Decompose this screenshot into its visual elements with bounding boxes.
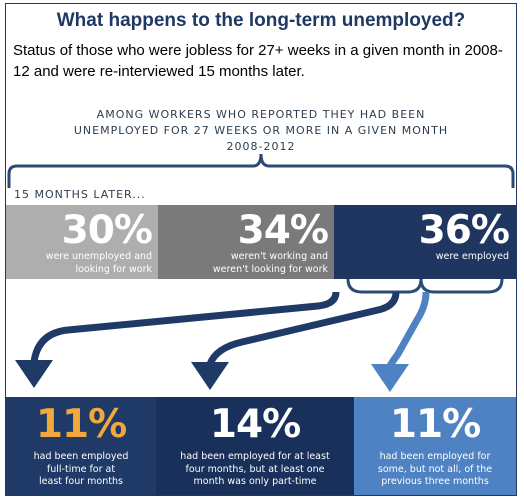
intro-line: AMONG WORKERS WHO REPORTED THEY HAD BEEN <box>96 108 426 121</box>
top-bracket <box>7 153 515 188</box>
infographic-frame: What happens to the long-term unemployed… <box>5 3 517 496</box>
arrow-head-part-time <box>191 362 229 390</box>
arrow-to-part-time <box>206 291 400 366</box>
description-line: four months, but at least one <box>185 463 325 475</box>
description-line: had been employed for <box>379 451 491 462</box>
arrow-head-full-time <box>15 360 53 388</box>
fifteen-months-later-label: 15 MONTHS LATER... <box>14 188 146 201</box>
outcome-description: were employed <box>334 251 509 264</box>
breakdown-percent: 11% <box>35 402 127 447</box>
breakdown-description: had been employed full-time for at least… <box>6 451 156 489</box>
intro-line: 2008-2012 <box>226 140 296 153</box>
description-line: weren't working and <box>230 251 328 262</box>
employed-part-time-box: 14% had been employed for at least four … <box>156 397 354 495</box>
employed-bracket <box>346 278 504 294</box>
page-subtitle: Status of those who were jobless for 27+… <box>13 42 503 80</box>
description-line: looking for work <box>75 263 152 275</box>
outcome-employed: 36% were employed <box>334 205 516 279</box>
breakdown-percent: 14% <box>209 402 301 447</box>
intro-text: AMONG WORKERS WHO REPORTED THEY HAD BEEN… <box>6 107 516 155</box>
description-line: weren't looking for work <box>212 263 328 275</box>
outcome-unemployed-looking: 30% were unemployed and looking for work <box>6 205 158 279</box>
intro-line: UNEMPLOYED FOR 27 WEEKS OR MORE IN A GIV… <box>73 124 449 137</box>
outcome-percent: 36% <box>418 208 510 253</box>
description-line: month was only part-time <box>193 476 317 487</box>
description-line: had been employed for at least <box>180 451 330 462</box>
description-line: least four months <box>39 476 123 487</box>
arrow-to-full-time <box>30 291 340 363</box>
outcome-description: were unemployed and looking for work <box>6 251 152 276</box>
outcome-not-working-not-looking: 34% weren't working and weren't looking … <box>158 205 334 279</box>
outcome-percent: 30% <box>61 208 153 253</box>
breakdown-description: had been employed for at least four mont… <box>156 451 354 489</box>
breakdown-percent: 11% <box>389 402 481 447</box>
description-line: were unemployed and <box>45 251 152 262</box>
employed-full-time-box: 11% had been employed full-time for at l… <box>6 397 156 495</box>
connector-graphics <box>7 153 515 392</box>
outcome-description: weren't working and weren't looking for … <box>158 251 328 276</box>
page-title: What happens to the long-term unemployed… <box>56 10 466 31</box>
description-line: had been employed <box>33 451 129 462</box>
outcome-percent: 34% <box>237 208 329 253</box>
infographic: AMONG WORKERS WHO REPORTED THEY HAD BEEN… <box>6 92 516 495</box>
description-line: were employed <box>435 251 509 262</box>
arrow-to-partial-months <box>386 291 430 368</box>
employed-partial-months-box: 11% had been employed for some, but not … <box>354 397 516 495</box>
breakdown-description: had been employed for some, but not all,… <box>354 451 516 489</box>
arrow-head-partial-months <box>371 364 409 392</box>
description-line: some, but not all, of the <box>377 463 493 475</box>
description-line: full-time for at <box>46 463 116 475</box>
description-line: previous three months <box>381 476 489 487</box>
